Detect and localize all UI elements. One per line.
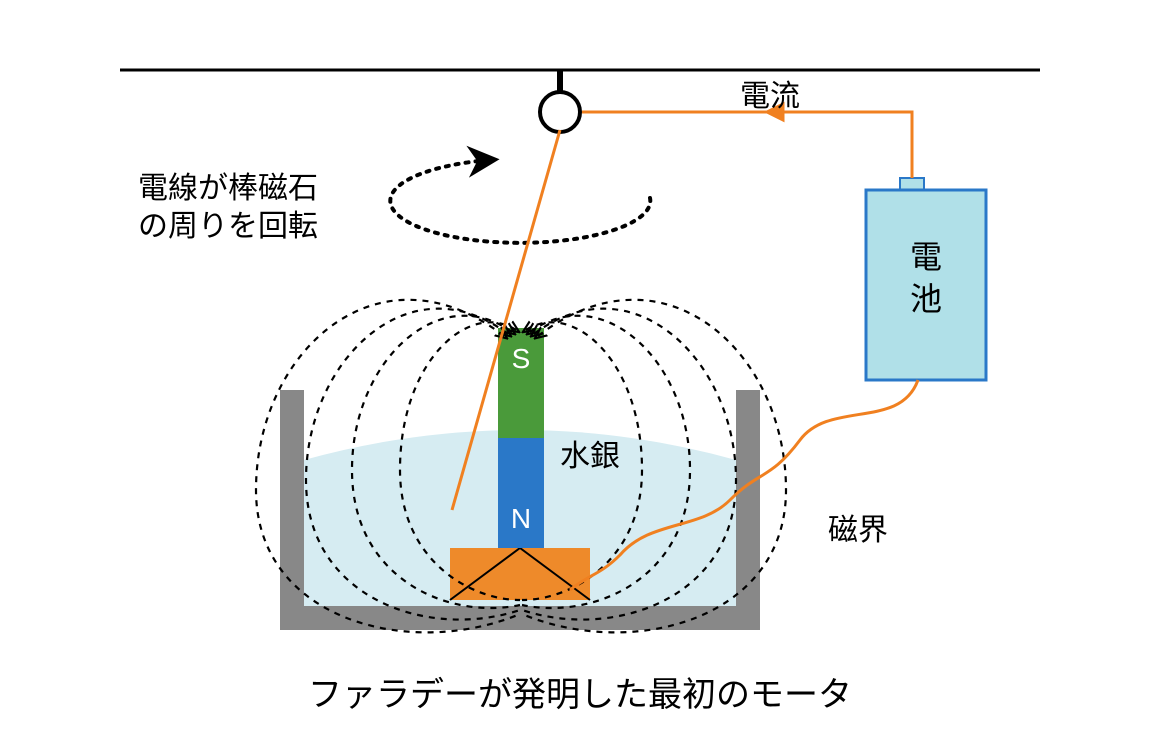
pole-s-label: S [512,343,531,374]
bar-magnet: S N [498,328,544,548]
caption: ファラデーが発明した最初のモータ [308,676,852,714]
mercury-label: 水銀 [560,440,620,473]
rotation-label-1: 電線が棒磁石 [138,172,318,205]
rotation-arrow [390,160,650,243]
field-label: 磁界 [828,514,888,547]
top-wire [582,112,912,178]
battery-label-1: 電 [910,239,942,275]
battery-label-2: 池 [910,281,942,317]
magnet-base [450,548,590,600]
current-label: 電流 [740,80,800,113]
rotation-label-2: の周りを回転 [138,210,318,243]
pole-n-label: N [511,503,531,534]
hook-ring [540,92,580,132]
battery: 電 池 [866,178,986,380]
